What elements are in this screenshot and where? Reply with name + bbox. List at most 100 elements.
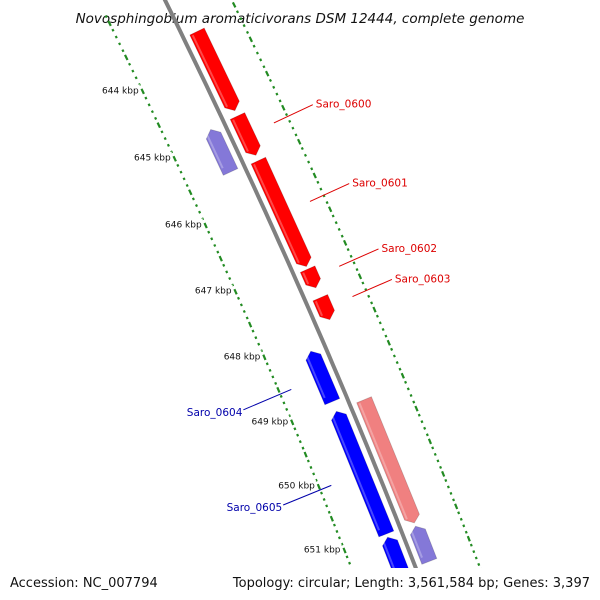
major-tick	[342, 239, 348, 246]
major-tick	[414, 405, 419, 412]
major-tick	[312, 172, 317, 179]
minor-tick	[314, 478, 318, 482]
minor-tick	[134, 76, 138, 80]
gene-arrow-saro-0600[interactable]	[229, 112, 261, 156]
major-tick	[386, 339, 391, 346]
genome-title: Novosphingobium aromaticivorans DSM 1244…	[76, 11, 525, 27]
minor-tick	[331, 214, 335, 218]
minor-tick	[275, 92, 279, 96]
major-tick	[329, 515, 334, 522]
major-tick	[327, 206, 333, 213]
minor-tick	[235, 10, 240, 14]
minor-tick	[222, 263, 226, 267]
minor-tick	[278, 99, 282, 103]
minor-tick	[288, 119, 292, 123]
minor-tick	[477, 562, 481, 567]
minor-tick	[245, 316, 249, 320]
major-tick	[233, 288, 238, 295]
minor-tick	[150, 110, 154, 114]
gene-arrow-saro-0600[interactable]	[205, 129, 239, 176]
minor-tick	[131, 69, 135, 73]
minor-tick	[207, 230, 211, 234]
gene-label-saro-0602[interactable]: Saro_0602	[382, 243, 438, 255]
major-tick	[466, 535, 471, 542]
minor-tick	[144, 96, 148, 100]
gene-highlight	[302, 272, 310, 285]
major-tick	[441, 470, 446, 477]
gene-arrow-saro-0604[interactable]	[305, 350, 341, 406]
gene-highlight	[382, 540, 395, 569]
minor-tick	[332, 523, 336, 527]
minor-tick	[213, 243, 217, 247]
minor-tick	[322, 497, 326, 502]
minor-tick	[378, 321, 382, 325]
minor-tick	[306, 459, 310, 463]
gene-highlight	[253, 163, 300, 264]
kbp-label: 651 kbp	[304, 546, 341, 556]
major-tick	[203, 222, 208, 229]
minor-tick	[433, 452, 437, 456]
minor-tick	[236, 296, 241, 300]
gene-label-saro-0603[interactable]: Saro_0603	[395, 273, 451, 285]
minor-tick	[395, 361, 399, 365]
gene-label-saro-0601[interactable]: Saro_0601	[352, 178, 408, 190]
minor-tick	[296, 433, 300, 437]
major-tick	[107, 20, 112, 27]
backbone	[162, 0, 431, 600]
minor-tick	[298, 440, 302, 444]
major-tick	[372, 306, 377, 313]
minor-tick	[242, 309, 246, 314]
kbp-label-bg	[309, 543, 342, 555]
minor-tick	[228, 276, 232, 281]
minor-tick	[452, 498, 456, 502]
gene-arrow-saro-0601[interactable]	[250, 156, 312, 267]
minor-tick	[316, 180, 320, 184]
minor-tick	[176, 163, 180, 168]
major-tick	[140, 88, 145, 95]
gene-label-connector	[273, 104, 314, 124]
minor-tick	[128, 62, 132, 66]
major-tick	[454, 503, 459, 510]
minor-tick	[355, 268, 359, 272]
minor-tick	[246, 30, 249, 34]
major-tick	[265, 70, 270, 77]
gene-label-saro-0604[interactable]: Saro_0604	[187, 407, 243, 419]
gene-arrow-saro-0605[interactable]	[331, 410, 395, 538]
major-tick	[400, 372, 405, 379]
minor-tick	[423, 426, 427, 430]
minor-tick	[121, 49, 125, 53]
major-tick	[276, 386, 281, 393]
major-tick	[172, 155, 177, 162]
major-tick	[290, 419, 295, 426]
major-tick	[248, 36, 253, 43]
kbp-label: 646 kbp	[165, 221, 202, 231]
minor-tick	[254, 336, 258, 340]
minor-tick	[300, 146, 304, 151]
gene-arrow-saro-0602[interactable]	[299, 265, 321, 289]
minor-tick	[406, 387, 410, 391]
minor-tick	[352, 261, 356, 265]
minor-tick	[252, 44, 256, 48]
minor-tick	[340, 542, 344, 546]
minor-tick	[346, 248, 350, 252]
minor-tick	[198, 210, 202, 214]
minor-tick	[303, 153, 307, 157]
kbp-label: 650 kbp	[278, 482, 315, 492]
minor-tick	[345, 555, 349, 559]
minor-tick	[285, 407, 289, 411]
minor-tick	[464, 530, 468, 534]
minor-tick	[291, 126, 295, 130]
minor-tick	[384, 334, 388, 338]
gene-arrow-saro-0605[interactable]	[356, 396, 420, 524]
minor-tick	[307, 160, 311, 164]
kbp-label: 644 kbp	[102, 86, 139, 96]
minor-tick	[472, 550, 476, 554]
gene-arrow-saro-0606[interactable]	[409, 525, 438, 565]
gene-label-saro-0600[interactable]: Saro_0600	[316, 99, 372, 111]
major-tick	[342, 547, 347, 554]
gene-label-saro-0605[interactable]: Saro_0605	[227, 502, 283, 514]
gene-arrow-saro-0600[interactable]	[189, 27, 240, 112]
kbp-label-bg	[139, 151, 172, 163]
minor-tick	[348, 561, 352, 565]
gene-arrow-saro-0603[interactable]	[312, 293, 335, 321]
